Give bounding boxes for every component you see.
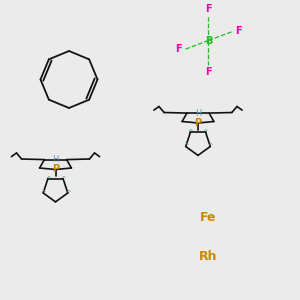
Text: ^: ^ bbox=[45, 176, 51, 182]
Text: ^: ^ bbox=[207, 143, 213, 149]
Text: ^: ^ bbox=[60, 176, 66, 182]
Text: H: H bbox=[52, 155, 59, 164]
Text: F: F bbox=[205, 67, 212, 77]
Text: H: H bbox=[195, 109, 201, 118]
Text: ^: ^ bbox=[40, 190, 46, 196]
Text: P: P bbox=[194, 118, 202, 128]
Text: F: F bbox=[235, 26, 242, 37]
Text: ^: ^ bbox=[202, 129, 208, 135]
Text: ^: ^ bbox=[183, 143, 189, 149]
Text: P: P bbox=[52, 164, 59, 175]
Text: F: F bbox=[176, 44, 182, 55]
Text: F: F bbox=[205, 4, 212, 14]
Text: ^: ^ bbox=[65, 190, 71, 196]
Text: Fe: Fe bbox=[200, 211, 217, 224]
Text: Rh: Rh bbox=[199, 250, 218, 263]
Text: ^: ^ bbox=[188, 129, 194, 135]
Text: B: B bbox=[205, 35, 212, 46]
